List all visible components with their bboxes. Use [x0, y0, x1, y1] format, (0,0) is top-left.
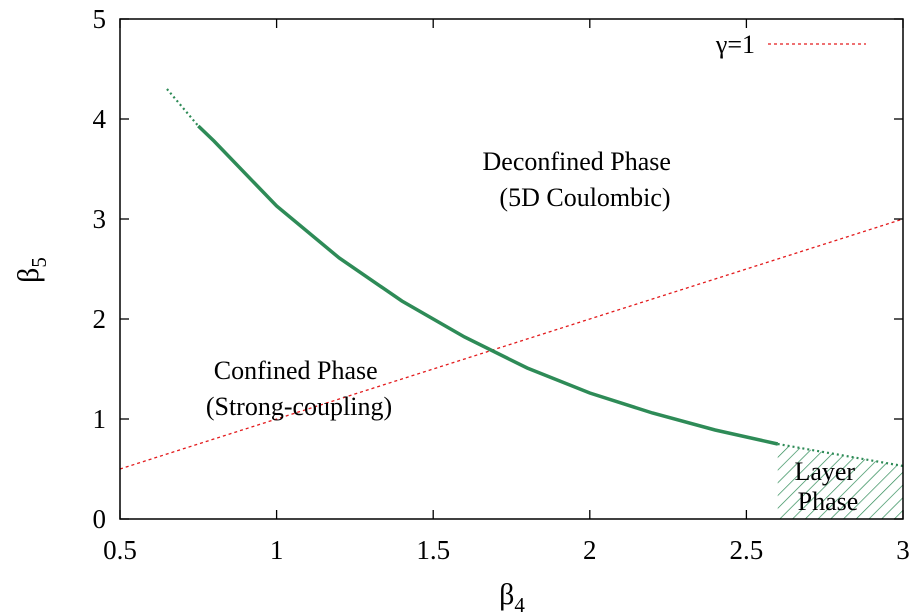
- y-axis-label: β5: [12, 257, 51, 283]
- annotation-deconfined-phase: Deconfined Phase (5D Coulombic): [483, 147, 678, 212]
- tick-labels-layer: 0.5 1 1.5 2 2.5 3 0 1 2 3 4 5: [93, 4, 910, 565]
- legend: γ=1: [715, 30, 866, 59]
- y-tick-label-1: 1: [93, 404, 107, 434]
- y-tick-label-4: 4: [93, 104, 107, 134]
- y-axis-label-base: β: [12, 268, 45, 283]
- phase-boundary-extrapolation-2: [166, 88, 200, 127]
- y-tick-label-3: 3: [93, 204, 107, 234]
- phase-boundary-line: [197, 124, 779, 446]
- annotation-confined-line-2: (Strong-coupling): [206, 392, 392, 421]
- x-tick-label-4: 2.5: [730, 535, 764, 565]
- y-tick-label-0: 0: [93, 504, 107, 534]
- y-axis-label-subscript: 5: [27, 257, 51, 268]
- annotation-deconfined-line-2: (5D Coulombic): [499, 183, 670, 212]
- annotation-layer-line-2: Phase: [798, 487, 859, 516]
- x-tick-label-0: 0.5: [103, 535, 137, 565]
- x-tick-label-5: 3: [896, 535, 910, 565]
- x-axis-label-base: β: [499, 578, 514, 611]
- x-axis-label: β4: [499, 578, 525, 616]
- annotation-confined-phase: Confined Phase (Strong-coupling): [206, 356, 392, 421]
- annotation-deconfined-line-1: Deconfined Phase: [483, 147, 671, 176]
- x-tick-label-2: 1.5: [416, 535, 450, 565]
- x-tick-label-3: 2: [583, 535, 597, 565]
- annotation-layer-line-1: Layer: [794, 457, 855, 486]
- x-axis-label-subscript: 4: [514, 593, 525, 616]
- y-tick-label-5: 5: [93, 4, 107, 34]
- plot-frame: [119, 18, 904, 520]
- gamma-equals-one-line: [119, 218, 904, 470]
- annotation-confined-line-1: Confined Phase: [214, 356, 378, 385]
- layer-phase-region: [777, 444, 903, 519]
- ticks-layer: [119, 18, 904, 520]
- series-layer: [119, 88, 904, 470]
- annotation-layer-phase: Layer Phase: [794, 457, 861, 516]
- phase-boundary-extrapolation-3: [777, 442, 904, 468]
- y-tick-label-2: 2: [93, 304, 107, 334]
- x-tick-label-1: 1: [270, 535, 284, 565]
- legend-label-gamma: γ=1: [715, 30, 755, 59]
- layer-phase-hatch: [777, 444, 903, 519]
